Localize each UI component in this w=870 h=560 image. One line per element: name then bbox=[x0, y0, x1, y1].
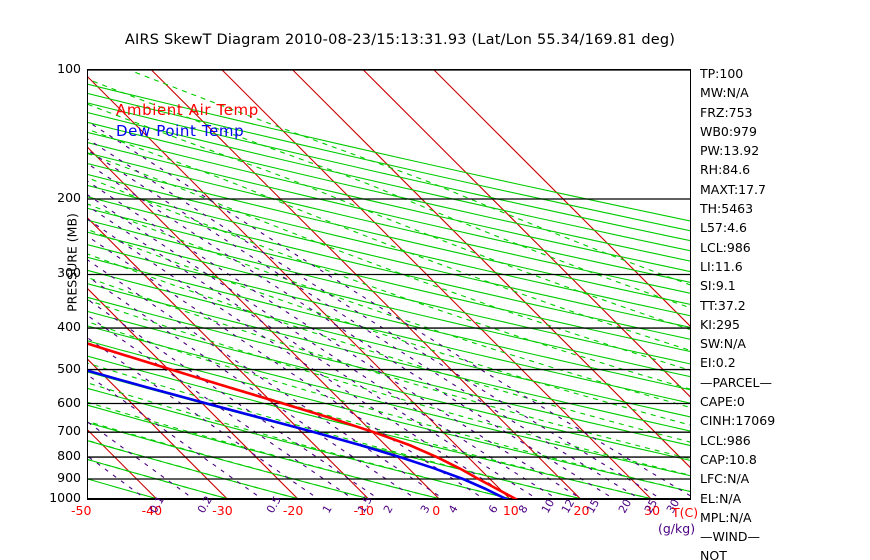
panel-index-row: CAPE:0 bbox=[700, 394, 745, 410]
mixing-ratio-tick: 6 bbox=[486, 502, 501, 516]
panel-index-row: CAP:10.8 bbox=[700, 451, 757, 467]
panel-index-row: WB0:979 bbox=[700, 123, 757, 139]
bottom-temp-tick: 0 bbox=[432, 503, 441, 518]
panel-index-row: SW:N/A bbox=[700, 336, 746, 352]
bottom-temp-tick: -40 bbox=[141, 503, 163, 518]
panel-index-row: EI:0.2 bbox=[700, 355, 736, 371]
skewt-plot-area: Ambient Air Temp Dew Point Temp bbox=[87, 69, 691, 500]
panel-index-row: MPL:N/A bbox=[700, 509, 752, 525]
panel-index-row: SI:9.1 bbox=[700, 278, 736, 294]
pressure-tick: 200 bbox=[57, 190, 81, 206]
bottom-temp-tick: -50 bbox=[71, 503, 92, 518]
panel-index-row: TT:37.2 bbox=[700, 297, 746, 313]
mixing-ratio-tick: 2 bbox=[380, 502, 396, 516]
pressure-tick: 400 bbox=[57, 319, 81, 335]
dry-adiabat-lines bbox=[88, 83, 690, 499]
mixing-ratio-tick: 3 bbox=[418, 502, 433, 516]
legend-ambient-air-temp: Ambient Air Temp bbox=[116, 101, 259, 119]
panel-index-row: EL:N/A bbox=[700, 490, 742, 506]
panel-index-row: FRZ:753 bbox=[700, 104, 753, 120]
bottom-temp-tick: -30 bbox=[212, 503, 233, 518]
panel-index-row: KI:295 bbox=[700, 316, 740, 332]
mixing-ratio-tick: 4 bbox=[445, 502, 461, 516]
skewt-plot-svg bbox=[88, 70, 690, 499]
isobar-lines bbox=[88, 70, 690, 499]
pressure-axis-title: PRESSURE (MB) bbox=[64, 213, 80, 312]
mixing-ratio-lines bbox=[88, 120, 690, 499]
panel-index-row: LCL:986 bbox=[700, 239, 751, 255]
pressure-tick: 700 bbox=[57, 423, 81, 439]
panel-index-row: LFC:N/A bbox=[700, 471, 750, 487]
panel-index-row: MAXT:17.7 bbox=[700, 181, 766, 197]
panel-index-row: —PARCEL— bbox=[700, 374, 772, 390]
panel-index-row: TP:100 bbox=[700, 66, 744, 81]
mixing-ratio-tick: 1 bbox=[320, 502, 336, 516]
bottom-temp-tick: 20 bbox=[573, 503, 590, 518]
panel-index-row: CINH:17069 bbox=[700, 413, 776, 429]
panel-index-row: L57:4.6 bbox=[700, 220, 747, 236]
pressure-tick: 600 bbox=[57, 394, 81, 410]
panel-index-row: NOT bbox=[700, 548, 727, 560]
pressure-tick: 100 bbox=[57, 61, 81, 76]
mixing-ratio-axis-unit-label: (g/kg) bbox=[658, 521, 696, 536]
page-title: AIRS SkewT Diagram 2010-08-23/15:13:31.9… bbox=[124, 32, 676, 48]
legend-dew-point-temp: Dew Point Temp bbox=[116, 122, 245, 140]
panel-index-row: LCL:986 bbox=[700, 432, 751, 448]
sounding-profiles bbox=[88, 342, 519, 499]
panel-index-row: RH:84.6 bbox=[700, 162, 751, 178]
panel-index-row: TH:5463 bbox=[700, 201, 754, 217]
pressure-tick: 300 bbox=[57, 265, 81, 281]
pressure-tick: 1000 bbox=[49, 489, 81, 505]
temperature-axis-unit-label: T(C) bbox=[672, 505, 699, 520]
sounding-indices-panel: TP:100 MW:N/A FRZ:753 WB0:979 PW:13.92 RH:84.… bbox=[700, 64, 868, 560]
pressure-tick: 800 bbox=[57, 448, 81, 464]
bottom-temp-tick: -20 bbox=[282, 503, 304, 518]
bottom-temp-tick: -10 bbox=[353, 503, 374, 518]
panel-index-row: LI:11.6 bbox=[700, 258, 743, 274]
pressure-tick: 900 bbox=[57, 469, 81, 485]
panel-index-row: —WIND— bbox=[700, 529, 761, 545]
pressure-tick: 500 bbox=[57, 360, 81, 376]
bottom-temp-tick: 30 bbox=[644, 503, 661, 518]
bottom-temp-tick: 10 bbox=[502, 503, 519, 518]
panel-index-row: MW:N/A bbox=[700, 85, 749, 101]
panel-index-row: PW:13.92 bbox=[700, 143, 760, 159]
